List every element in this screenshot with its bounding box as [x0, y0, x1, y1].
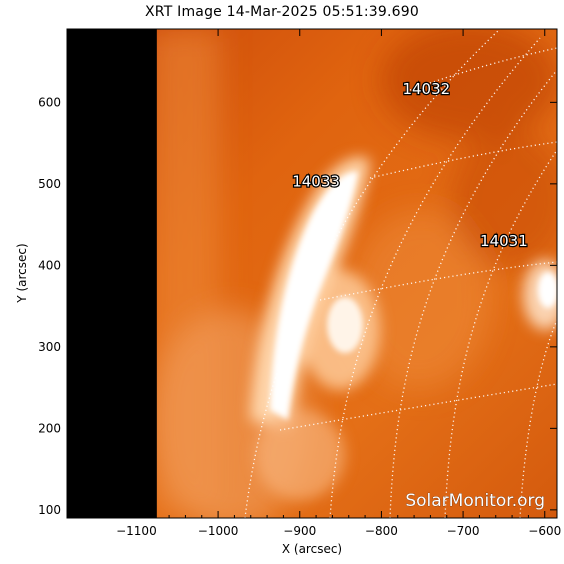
y-tick-label: 500	[38, 177, 61, 191]
x-tick-label: −1100	[116, 524, 157, 538]
x-tick-label: −700	[447, 524, 480, 538]
y-axis-label: Y (arcsec)	[15, 243, 29, 303]
active-region-label: 14031	[480, 232, 528, 250]
active-region-label: 14032	[402, 80, 450, 98]
x-tick-label: −600	[528, 524, 561, 538]
x-tick-label: −800	[365, 524, 398, 538]
plot-frame	[66, 28, 558, 519]
active-region-label: 14033	[292, 172, 340, 190]
x-axis: −1100 −1000 −900 −800 −700 −600	[116, 29, 561, 538]
image-area: 14032 14033 14031 SolarMonitor.org	[67, 29, 557, 518]
y-tick-label: 100	[38, 503, 61, 517]
off-limb-region	[67, 29, 157, 518]
watermark: SolarMonitor.org	[405, 491, 545, 511]
heliographic-grid	[244, 29, 557, 518]
x-tick-label: −900	[283, 524, 316, 538]
bright-core	[270, 171, 557, 420]
y-tick-label: 400	[38, 258, 61, 272]
y-tick-label: 200	[38, 421, 61, 435]
y-axis: 100 200 300 400 500 600	[38, 36, 557, 517]
x-tick-label: −1000	[198, 524, 239, 538]
y-tick-label: 300	[38, 340, 61, 354]
active-region-labels: 14032 14033 14031	[291, 79, 529, 251]
y-tick-label: 600	[38, 95, 61, 109]
figure-title: XRT Image 14-Mar-2025 05:51:39.690	[145, 4, 419, 20]
x-axis-label: X (arcsec)	[282, 542, 342, 556]
